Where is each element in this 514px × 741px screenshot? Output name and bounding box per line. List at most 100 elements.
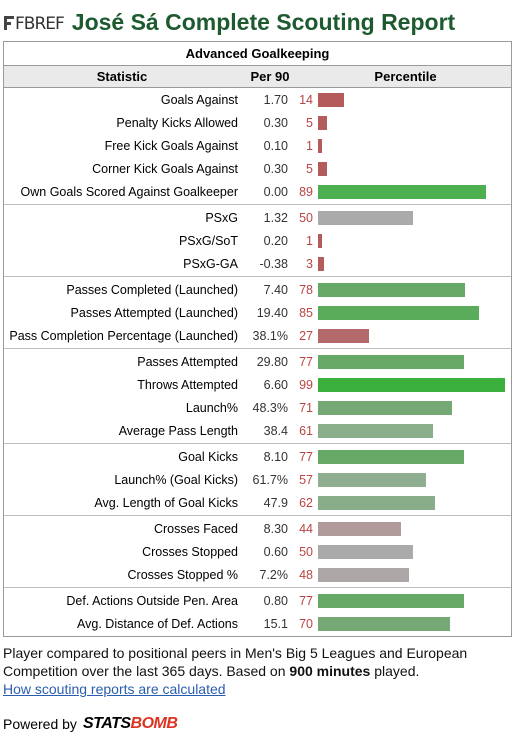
percentile-bar-track <box>318 567 511 582</box>
stat-label[interactable]: Goals Against <box>160 92 238 107</box>
table-row: Goal Kicks 8.10 77 <box>4 445 511 468</box>
percentile-bar-track <box>318 184 511 199</box>
percentile-bar-track <box>318 495 511 510</box>
percentile-bar-track <box>318 423 511 438</box>
stat-label[interactable]: Passes Attempted (Launched) <box>70 305 238 320</box>
table-row: Passes Completed (Launched) 7.40 78 <box>4 278 511 301</box>
stat-label[interactable]: Passes Attempted <box>137 354 238 369</box>
percentile-bar-track <box>318 92 511 107</box>
powered-by: Powered by STATSBOMB <box>3 715 178 733</box>
percentile-bar-track <box>318 400 511 415</box>
stat-per90: 0.20 <box>263 233 288 248</box>
percentile-bar <box>318 256 324 271</box>
stat-label[interactable]: Avg. Distance of Def. Actions <box>77 616 238 631</box>
stat-per90: 38.1% <box>252 328 288 343</box>
percentile-bar <box>318 495 435 510</box>
stat-percentile: 89 <box>299 184 313 199</box>
percentile-bar-track <box>318 521 511 536</box>
percentile-bar <box>318 92 344 107</box>
stat-label[interactable]: Penalty Kicks Allowed <box>116 115 238 130</box>
stat-label[interactable]: Launch% (Goal Kicks) <box>114 472 238 487</box>
percentile-bar <box>318 377 505 392</box>
statsbomb-logo-b: BOMB <box>130 715 178 732</box>
column-header-percentile[interactable]: Percentile <box>374 69 437 84</box>
footer-note-end: played. <box>370 663 420 679</box>
stat-per90: 1.70 <box>263 92 288 107</box>
stat-percentile: 78 <box>299 282 313 297</box>
footer-note-text: Player compared to positional peers in M… <box>3 645 468 679</box>
table-row: Throws Attempted 6.60 99 <box>4 373 511 396</box>
stat-label[interactable]: Launch% <box>185 400 238 415</box>
stat-per90: 0.30 <box>263 115 288 130</box>
stat-label[interactable]: PSxG-GA <box>183 256 238 271</box>
stat-label[interactable]: PSxG <box>205 210 238 225</box>
powered-by-label: Powered by <box>3 716 77 732</box>
table-row: Launch% (Goal Kicks) 61.7% 57 <box>4 468 511 491</box>
stat-label[interactable]: Crosses Stopped % <box>127 567 238 582</box>
percentile-bar-track <box>318 233 511 248</box>
percentile-bar <box>318 282 465 297</box>
stat-per90: 0.00 <box>263 184 288 199</box>
table-row: PSxG/SoT 0.20 1 <box>4 229 511 252</box>
column-header-statistic[interactable]: Statistic <box>96 69 148 84</box>
stat-percentile: 5 <box>306 115 313 130</box>
stat-label[interactable]: Average Pass Length <box>118 423 238 438</box>
footer-note: Player compared to positional peers in M… <box>3 644 503 680</box>
stat-label[interactable]: Goal Kicks <box>178 449 238 464</box>
stat-percentile: 50 <box>299 544 313 559</box>
stat-label[interactable]: Crosses Faced <box>153 521 238 536</box>
stat-label[interactable]: Pass Completion Percentage (Launched) <box>9 328 238 343</box>
table-row: Penalty Kicks Allowed 0.30 5 <box>4 111 511 134</box>
fbref-logo-icon <box>4 16 14 30</box>
stat-label[interactable]: Def. Actions Outside Pen. Area <box>66 593 238 608</box>
stat-label[interactable]: Crosses Stopped <box>142 544 238 559</box>
stat-per90: 7.40 <box>263 282 288 297</box>
table-row: Avg. Distance of Def. Actions 15.1 70 <box>4 612 511 635</box>
stat-group: Passes Attempted 29.80 77 Throws Attempted 6… <box>4 349 511 444</box>
stat-label[interactable]: Free Kick Goals Against <box>104 138 238 153</box>
percentile-bar <box>318 354 464 369</box>
stat-group: Crosses Faced 8.30 44 Crosses Stopped 0.60 50… <box>4 516 511 588</box>
percentile-bar <box>318 449 464 464</box>
fbref-logo[interactable]: FBREF <box>4 10 65 34</box>
percentile-bar-track <box>318 377 511 392</box>
percentile-bar <box>318 544 413 559</box>
stat-label[interactable]: PSxG/SoT <box>178 233 238 248</box>
stat-per90: 38.4 <box>263 423 288 438</box>
stat-per90: 7.2% <box>259 567 289 582</box>
percentile-bar-track <box>318 256 511 271</box>
stat-percentile: 77 <box>299 449 313 464</box>
column-header-per90[interactable]: Per 90 <box>250 69 290 84</box>
table-row: PSxG-GA -0.38 3 <box>4 252 511 275</box>
scouting-method-link[interactable]: How scouting reports are calculated <box>3 681 226 697</box>
fbref-logo-text: FBREF <box>15 14 65 34</box>
stat-per90: 0.30 <box>263 161 288 176</box>
percentile-bar-track <box>318 593 511 608</box>
percentile-bar <box>318 567 409 582</box>
stat-per90: 15.1 <box>263 616 288 631</box>
percentile-bar-track <box>318 210 511 225</box>
stat-group: Goal Kicks 8.10 77 Launch% (Goal Kicks) 61.7… <box>4 444 511 516</box>
stat-percentile: 3 <box>306 256 313 271</box>
statsbomb-logo[interactable]: STATSBOMB <box>82 715 178 733</box>
stat-label[interactable]: Own Goals Scored Against Goalkeeper <box>20 184 238 199</box>
table-row: Own Goals Scored Against Goalkeeper 0.00 8… <box>4 180 511 203</box>
stat-per90: 0.60 <box>263 544 288 559</box>
stat-label[interactable]: Passes Completed (Launched) <box>66 282 238 297</box>
stat-percentile: 48 <box>299 567 313 582</box>
stat-label[interactable]: Avg. Length of Goal Kicks <box>94 495 238 510</box>
percentile-bar <box>318 115 327 130</box>
statsbomb-logo-a: STATS <box>82 715 131 732</box>
stat-per90: 19.40 <box>256 305 288 320</box>
stat-label[interactable]: Throws Attempted <box>137 377 238 392</box>
stat-per90: 8.30 <box>263 521 288 536</box>
table-row: Passes Attempted (Launched) 19.40 85 <box>4 301 511 324</box>
percentile-bar-track <box>318 472 511 487</box>
table-row: Passes Attempted 29.80 77 <box>4 350 511 373</box>
percentile-bar <box>318 184 486 199</box>
stat-label[interactable]: Corner Kick Goals Against <box>92 161 238 176</box>
stat-per90: 47.9 <box>263 495 288 510</box>
percentile-bar <box>318 233 322 248</box>
stat-percentile: 57 <box>299 472 313 487</box>
percentile-bar <box>318 472 426 487</box>
